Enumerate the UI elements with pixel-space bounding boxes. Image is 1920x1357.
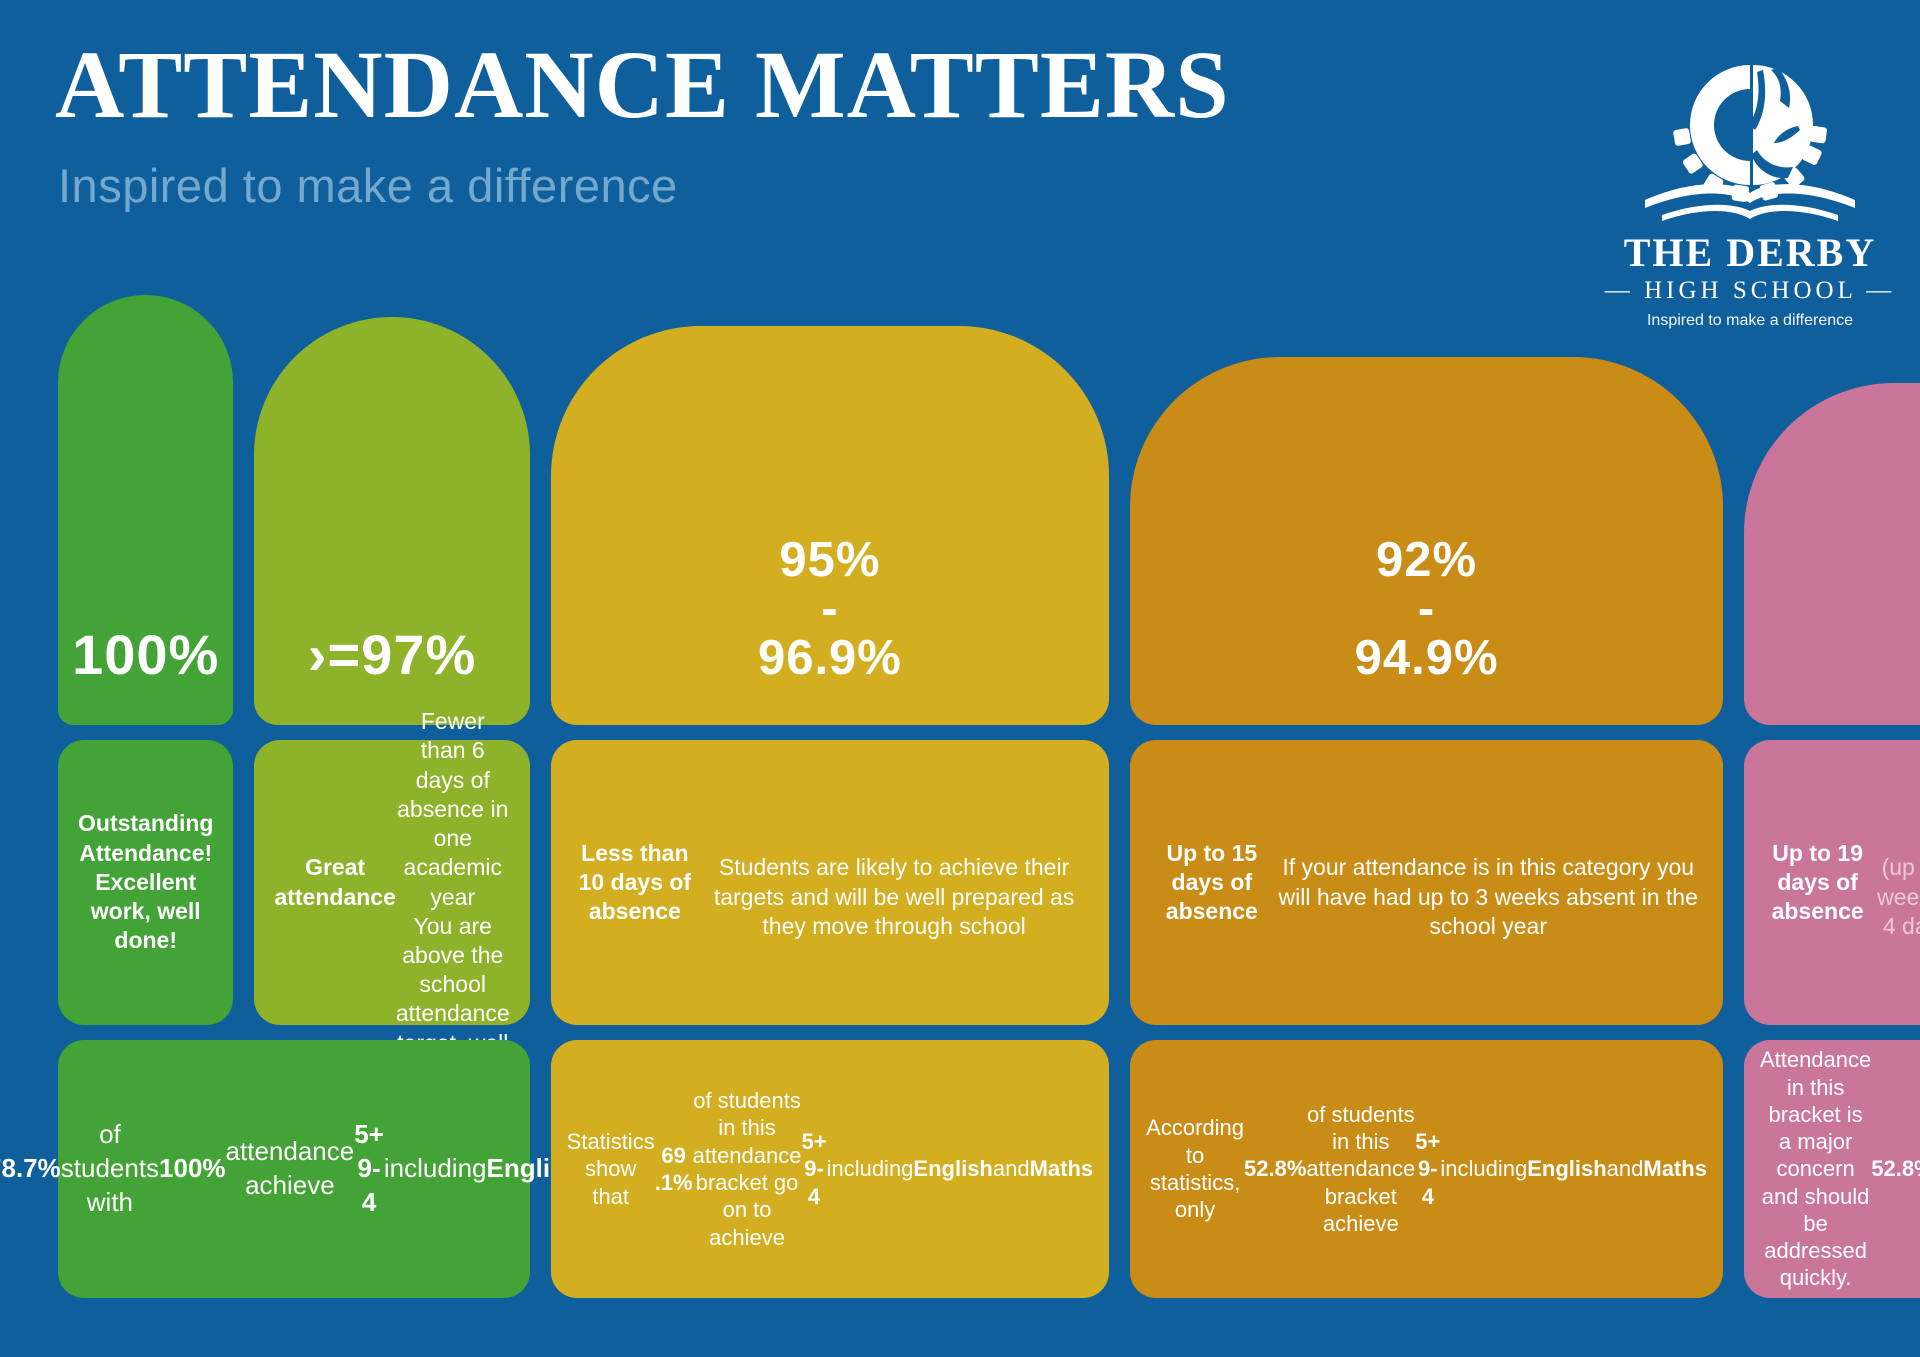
band-description-97plus: Great attendance Fewer than 6 days of ab… bbox=[254, 708, 530, 1085]
statistic-card-95-96: Statistics show that 69 .1% of students … bbox=[550, 1040, 1110, 1298]
band-description-100: Outstanding Attendance! Excellent work, … bbox=[58, 740, 234, 1025]
statistic-card-100-97: This gives you the best chance to achiev… bbox=[0, 1040, 699, 1298]
statistic-card-92-94: According to statistics, only 52.8% of s… bbox=[1130, 1040, 1723, 1298]
attendance-bands-grid: 100% ›=97% 95% - 96.9% 92% - 94.9% 90% -… bbox=[0, 295, 1920, 1298]
school-logo: THE DERBY — HIGH SCHOOL — Inspired to ma… bbox=[1582, 30, 1918, 330]
band-description-90-91: Up to 19 days of absence (up to 3 weeks … bbox=[1743, 740, 1920, 1025]
band-description-92-94: Up to 15 days of absence If your attenda… bbox=[1130, 740, 1723, 1025]
logo-school-type: — HIGH SCHOOL — bbox=[1604, 277, 1896, 304]
band-header-97plus: ›=97% bbox=[254, 317, 530, 725]
gear-stag-book-icon bbox=[1645, 65, 1855, 221]
band-header-95-96: 95% - 96.9% bbox=[550, 326, 1110, 725]
band-header-100: 100% bbox=[58, 295, 234, 725]
band-header-92-94: 92% - 94.9% bbox=[1130, 357, 1723, 725]
page-subtitle: Inspired to make a difference bbox=[58, 159, 678, 212]
statistic-card-90-91: Attendance in this bracket is a major co… bbox=[1743, 1040, 1920, 1298]
band-description-95-96: Less than 10 days of absence Students ar… bbox=[550, 740, 1110, 1025]
page-title: ATTENDANCE MATTERS bbox=[55, 31, 1230, 138]
band-header-90-91: 90% - 91.9% bbox=[1743, 383, 1920, 725]
logo-school-name: THE DERBY bbox=[1623, 230, 1877, 275]
logo-tagline: Inspired to make a difference bbox=[1646, 312, 1854, 329]
